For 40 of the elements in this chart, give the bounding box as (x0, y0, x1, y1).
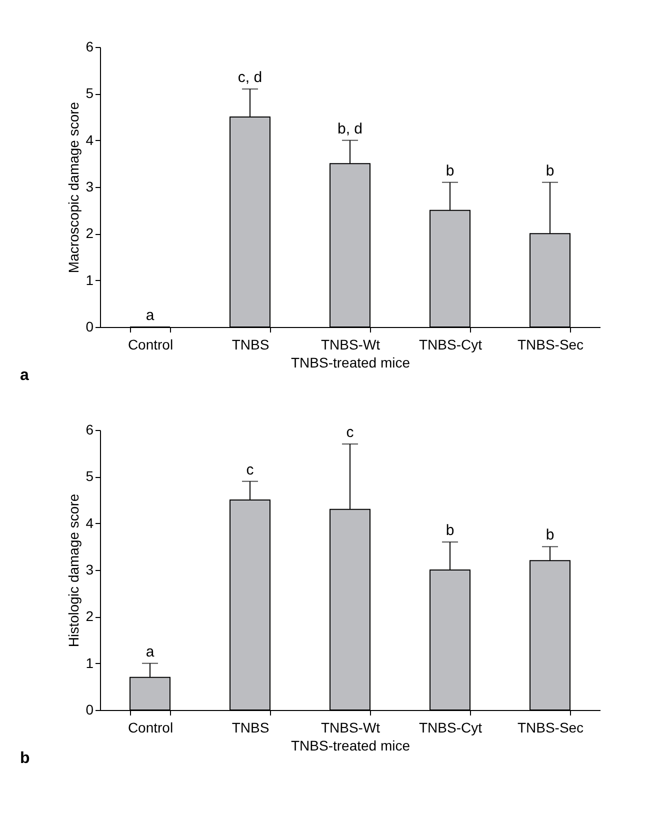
text: b (20, 750, 30, 767)
x-tick-label: TNBS-Wt (320, 720, 380, 736)
annotation: c, d (238, 69, 262, 86)
y-tick-label: 1 (86, 654, 94, 671)
x-tick-label: TNBS-Wt (320, 336, 380, 352)
annotation: b (546, 162, 554, 180)
annotation: a (146, 307, 155, 324)
annotation: c (246, 461, 254, 478)
y-tick-label: 2 (86, 225, 94, 242)
x-tick-label: TNBS (232, 336, 270, 352)
x-tick-label: Control (128, 336, 174, 352)
y-tick-label: 1 (86, 272, 94, 288)
y-tick-label: 6 (86, 422, 94, 438)
text: a (20, 367, 29, 384)
annotation: b (546, 526, 554, 544)
annotation: a (146, 643, 155, 660)
y-tick-label: 4 (86, 514, 94, 531)
y-tick-label: 2 (86, 608, 94, 624)
annotation: b (446, 162, 454, 180)
y-tick-label: 5 (86, 85, 94, 102)
x-axis-title: TNBS-treated mice (290, 738, 410, 754)
x-axis-title: TNBS-treated mice (290, 354, 410, 370)
annotation: c (346, 424, 354, 441)
x-tick-label: TNBS-Sec (517, 336, 584, 352)
y-tick-label: 5 (86, 468, 94, 484)
y-tick-label: 3 (86, 562, 94, 578)
x-tick-label: Control (128, 720, 174, 736)
x-tick-label: TNBS-Cyt (419, 720, 482, 736)
y-axis-title: Histologic damage score (66, 494, 82, 648)
annotation: b (446, 522, 454, 539)
y-tick-label: 0 (86, 702, 94, 718)
y-tick-label: 4 (86, 132, 94, 148)
x-tick-label: TNBS-Cyt (419, 336, 482, 352)
y-tick-label: 6 (86, 38, 94, 54)
y-tick-label: 0 (86, 318, 94, 334)
x-tick-label: TNBS (232, 720, 270, 736)
y-tick-label: 3 (86, 178, 94, 194)
annotation: b, d (337, 120, 363, 138)
y-axis-title: Macroscopic damage score (66, 102, 82, 274)
x-tick-label: TNBS-Sec (517, 720, 584, 736)
